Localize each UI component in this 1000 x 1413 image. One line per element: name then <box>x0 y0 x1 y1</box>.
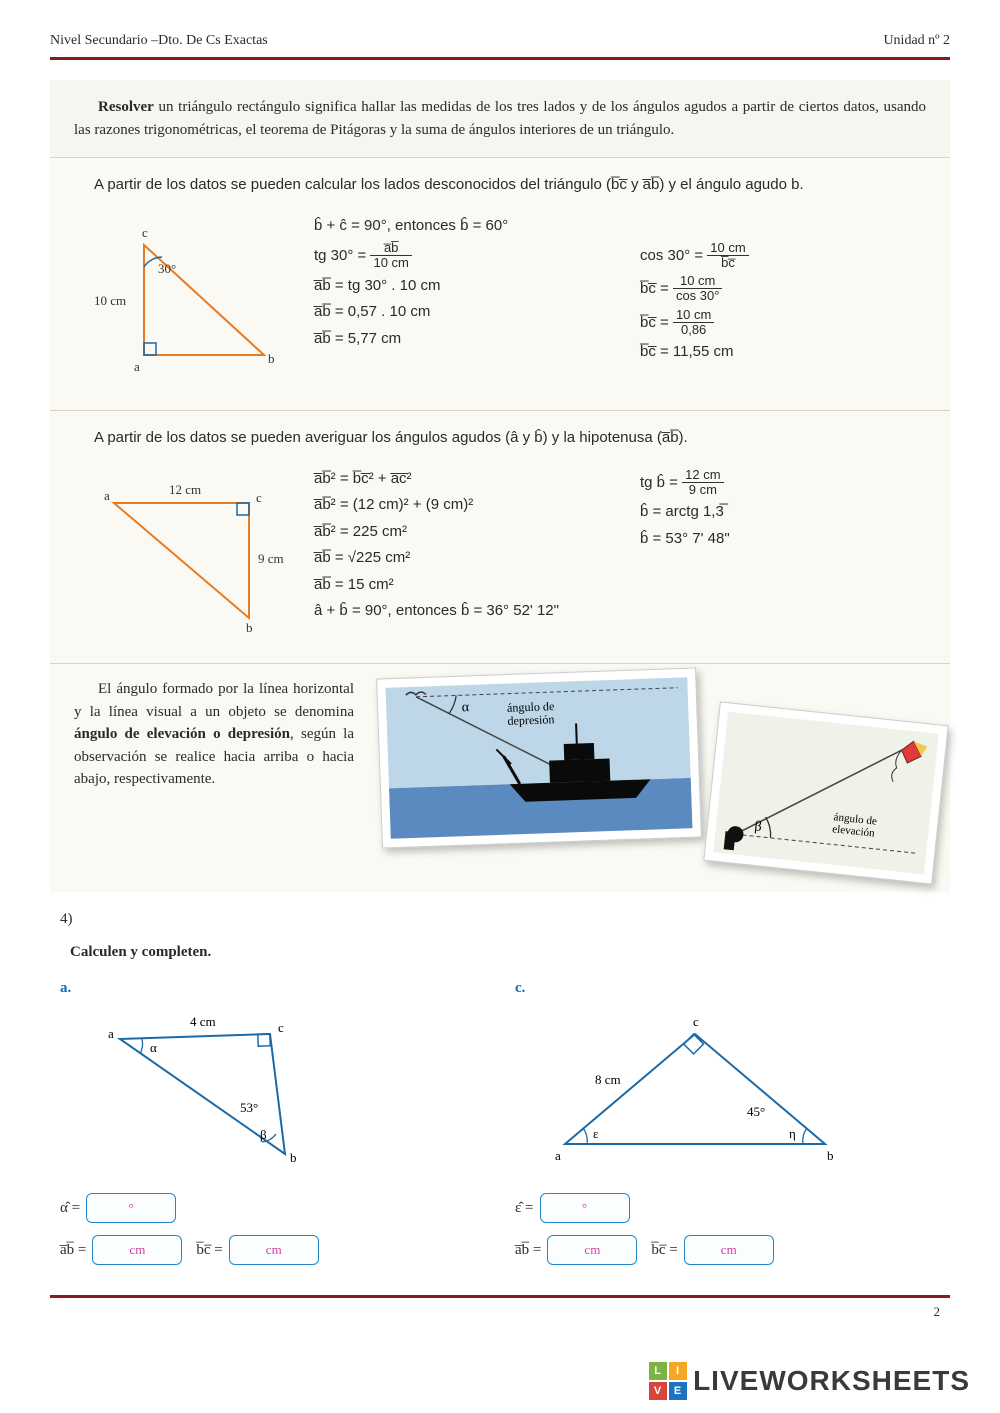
example1-lead: A partir de los datos se pueden calcular… <box>74 170 926 205</box>
svg-text:ángulo dedepresión: ángulo dedepresión <box>507 699 555 728</box>
calc-line: b̅c̅ = 10 cmcos 30° <box>640 274 926 304</box>
exercise-section: 4) Calculen y completen. a. 4 cm α 53° β… <box>50 892 950 1275</box>
calc-line: b̅c̅ = 10 cm0,86 <box>640 308 926 338</box>
exercise-a-diagram: 4 cm α 53° β a c b <box>60 1004 360 1174</box>
calc-line: a̅b̅ = 0,57 . 10 cm <box>314 301 600 324</box>
definition-images: α ángulo dedepresión <box>369 678 926 878</box>
watermark: LIVE LIVEWORKSHEETS <box>0 1340 1000 1412</box>
ans-a-bc-lhs: b̅c̅ = <box>196 1239 222 1262</box>
exercise-number: 4) <box>60 902 940 933</box>
watermark-text: LIVEWORKSHEETS <box>693 1360 970 1402</box>
header-left: Nivel Secundario –Dto. De Cs Exactas <box>50 30 268 51</box>
svg-text:c: c <box>278 1020 284 1035</box>
example1-diagram: 30° 10 cm c a b <box>74 215 294 393</box>
svg-text:a: a <box>104 488 110 503</box>
calc-line: â + b̂ = 90°, entonces b̂ = 36° 52' 12" <box>314 600 600 623</box>
definition-box: El ángulo formado por la línea horizonta… <box>50 664 950 892</box>
example2-box: A partir de los datos se pueden averigua… <box>50 411 950 664</box>
svg-text:b: b <box>290 1150 297 1165</box>
ans-c-eps-lhs: ε̂ = <box>515 1197 534 1220</box>
svg-text:α: α <box>461 699 470 715</box>
ans-a-bc-field[interactable]: cm <box>229 1235 319 1265</box>
page-header: Nivel Secundario –Dto. De Cs Exactas Uni… <box>50 30 950 51</box>
svg-text:10 cm: 10 cm <box>94 293 126 308</box>
ans-c-bc-lhs: b̅c̅ = <box>651 1239 677 1262</box>
calc-line: b̂ = 53° 7' 48" <box>640 528 926 551</box>
svg-text:53°: 53° <box>240 1100 258 1115</box>
calc-line: b̅c̅ = 11,55 cm <box>640 341 926 364</box>
calc-line: a̅b̅ = √225 cm² <box>314 547 600 570</box>
svg-text:a: a <box>134 359 140 374</box>
ans-a-ab-lhs: a̅b̅ = <box>60 1239 86 1262</box>
example2-calcs: a̅b̅² = b̅c̅² + a̅c̅² a̅b̅² = (12 cm)² + … <box>314 468 926 627</box>
calc-line: a̅b̅² = (12 cm)² + (9 cm)² <box>314 494 600 517</box>
watermark-badge: LIVE <box>649 1362 687 1400</box>
ans-c-eps-field[interactable]: ° <box>540 1193 630 1223</box>
example2-diagram: 12 cm 9 cm a c b <box>74 468 294 646</box>
calc-line: a̅b̅² = b̅c̅² + a̅c̅² <box>314 468 600 491</box>
exercise-title: Calculen y completen. <box>60 933 940 978</box>
svg-text:b: b <box>827 1148 834 1163</box>
example2-lead: A partir de los datos se pueden averigua… <box>74 423 926 458</box>
svg-text:β: β <box>260 1127 267 1142</box>
svg-text:a: a <box>108 1026 114 1041</box>
intro-box: Resolver un triángulo rectángulo signifi… <box>50 80 950 158</box>
header-right: Unidad nº 2 <box>883 30 950 51</box>
calc-line: tg 30° = a̅b̅10 cm <box>314 241 600 271</box>
ans-a-alpha-lhs: α̂ = <box>60 1197 80 1220</box>
ans-a-ab-field[interactable]: cm <box>92 1235 182 1265</box>
svg-text:ε: ε <box>593 1126 599 1141</box>
svg-text:c: c <box>142 225 148 240</box>
example1-calcs: b̂ + ĉ = 90°, entonces b̂ = 60° tg 30° = … <box>314 215 926 368</box>
ans-a-alpha-field[interactable]: ° <box>86 1193 176 1223</box>
svg-text:4 cm: 4 cm <box>190 1014 216 1029</box>
calc-line: b̂ = arctg 1,3̅ <box>640 501 926 524</box>
exercise-c: c. 8 cm ε 45° η c a b ε̂ = <box>515 977 940 1265</box>
calc-line: a̅b̅² = 225 cm² <box>314 521 600 544</box>
top-rule <box>50 57 950 60</box>
svg-text:30°: 30° <box>158 261 176 276</box>
calc-line: a̅b̅ = 5,77 cm <box>314 328 600 351</box>
svg-text:ángulo deelevación: ángulo deelevación <box>832 811 878 840</box>
svg-text:45°: 45° <box>747 1104 765 1119</box>
example1-box: A partir de los datos se pueden calcular… <box>50 158 950 411</box>
definition-text: El ángulo formado por la línea horizonta… <box>74 678 354 878</box>
ans-c-ab-lhs: a̅b̅ = <box>515 1239 541 1262</box>
exercise-c-label: c. <box>515 977 940 1000</box>
calc-line: cos 30° = 10 cmb̅c̅ <box>640 241 926 271</box>
exercise-a-label: a. <box>60 977 485 1000</box>
exercise-c-diagram: 8 cm ε 45° η c a b <box>515 1004 855 1174</box>
calc-line: a̅b̅ = 15 cm² <box>314 574 600 597</box>
svg-text:b: b <box>268 351 275 366</box>
intro-bold: Resolver <box>98 99 154 115</box>
svg-text:η: η <box>789 1126 796 1141</box>
ans-c-ab-field[interactable]: cm <box>547 1235 637 1265</box>
svg-text:α: α <box>150 1040 157 1055</box>
page-number: 2 <box>50 1298 950 1322</box>
calc-line: b̂ + ĉ = 90°, entonces b̂ = 60° <box>314 215 600 238</box>
calc-line: a̅b̅ = tg 30° . 10 cm <box>314 275 600 298</box>
ans-c-bc-field[interactable]: cm <box>684 1235 774 1265</box>
svg-text:c: c <box>693 1014 699 1029</box>
svg-text:c: c <box>256 490 262 505</box>
svg-text:8 cm: 8 cm <box>595 1072 621 1087</box>
exercise-a: a. 4 cm α 53° β a c b α̂ = <box>60 977 485 1265</box>
intro-rest: un triángulo rectángulo significa hallar… <box>74 99 926 138</box>
svg-text:9 cm: 9 cm <box>258 551 284 566</box>
svg-text:12 cm: 12 cm <box>169 482 201 497</box>
calc-line: tg b̂ = 12 cm9 cm <box>640 468 926 498</box>
svg-text:b: b <box>246 620 253 635</box>
svg-text:a: a <box>555 1148 561 1163</box>
